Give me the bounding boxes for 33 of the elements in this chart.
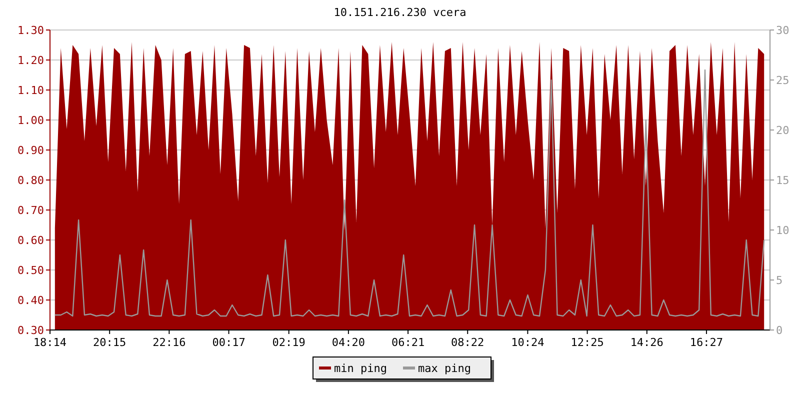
y-tick-label: 0.60: [18, 234, 44, 247]
x-tick-label: 22:16: [152, 336, 186, 349]
legend-label: min ping: [334, 362, 387, 375]
y2-tick-label: 15: [776, 174, 790, 187]
y-tick-label: 0.90: [18, 144, 44, 157]
x-tick-label: 10:24: [511, 336, 545, 349]
y-tick-label: 1.00: [18, 114, 44, 127]
x-tick-label: 00:17: [212, 336, 246, 349]
y-tick-label: 1.10: [18, 84, 44, 97]
y2-tick-label: 10: [776, 224, 790, 237]
y2-tick-label: 20: [776, 124, 790, 137]
y-tick-label: 1.30: [18, 24, 44, 37]
x-tick-label: 04:20: [332, 336, 366, 349]
chart-title: 10.151.216.230 vcera: [334, 6, 466, 19]
x-tick-label: 20:15: [93, 336, 126, 349]
y-tick-label: 0.30: [18, 324, 44, 337]
y2-tick-label: 0: [776, 324, 783, 337]
x-tick-label: 08:22: [451, 336, 484, 349]
y2-tick-label: 5: [776, 274, 783, 287]
legend-label: max ping: [418, 362, 471, 375]
x-tick-label: 14:26: [630, 336, 664, 349]
x-tick-label: 02:19: [272, 336, 306, 349]
x-tick-label: 16:27: [690, 336, 724, 349]
y-tick-label: 0.40: [18, 294, 44, 307]
y-tick-label: 0.80: [18, 174, 44, 187]
y2-tick-label: 25: [776, 74, 790, 87]
y-tick-label: 1.20: [18, 54, 44, 67]
x-tick-label: 18:14: [33, 336, 67, 349]
y-tick-label: 0.70: [18, 204, 44, 217]
x-tick-label: 12:25: [570, 336, 604, 349]
x-tick-label: 06:21: [391, 336, 425, 349]
y2-tick-label: 30: [776, 24, 790, 37]
y-tick-label: 0.50: [18, 264, 44, 277]
